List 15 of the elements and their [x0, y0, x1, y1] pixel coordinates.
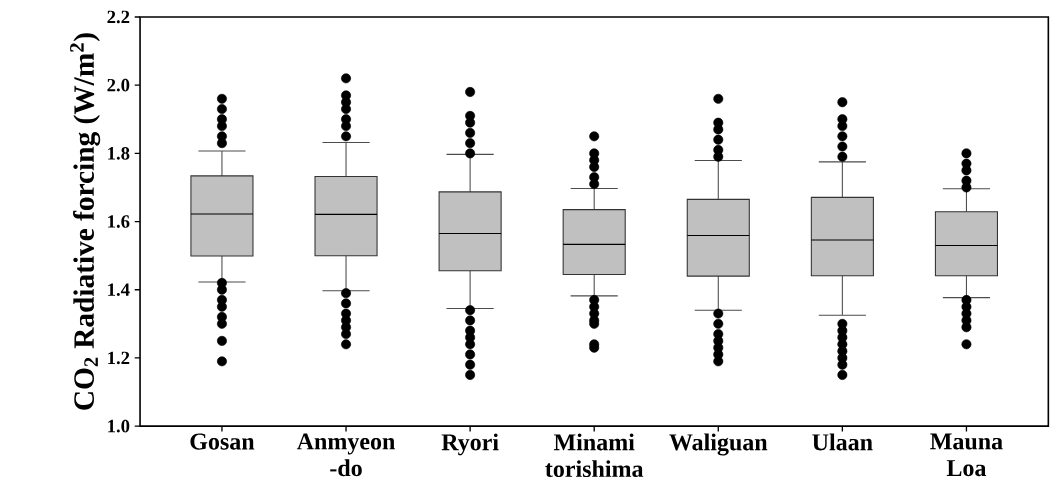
x-tick-label: Gosan	[190, 433, 255, 450]
y-tick-label: 1.8	[108, 146, 130, 160]
y-tick-label: 1.6	[108, 215, 130, 228]
y-axis-title: CO$_{2}$ Radiative forcing (W/m$^{2}$)	[70, 33, 101, 410]
y-tick-label: 1.2	[108, 351, 130, 365]
y-tick-label: 1.0	[108, 419, 130, 433]
y-tick-label: 2.0	[107, 78, 130, 92]
x-tick-label: Ryori	[441, 433, 499, 456]
x-tick-label: Mauna Loa	[930, 433, 1003, 476]
x-tick-label: Waliguan	[669, 433, 768, 456]
y-tick-label: 2.2	[107, 10, 130, 24]
x-tick-label: Anmyeon -do	[296, 433, 396, 477]
x-tick-label: Ulaan	[812, 433, 873, 451]
x-tick-label: Minami torishima	[545, 433, 644, 477]
y-tick-label: 1.4	[108, 283, 130, 296]
